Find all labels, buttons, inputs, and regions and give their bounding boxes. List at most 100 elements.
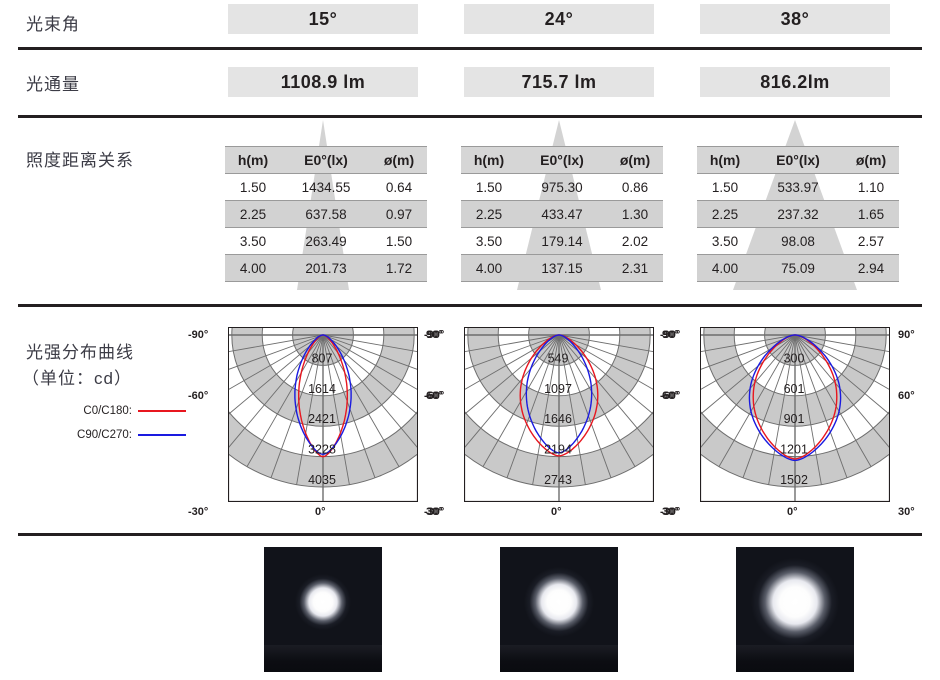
table-cell: 1.50 (225, 173, 281, 201)
table-row: 2.25 237.32 1.65 (697, 200, 899, 228)
column-header: E0°(lx) (281, 146, 371, 174)
divider-beam-angle (18, 47, 922, 50)
table-cell: 3.50 (225, 227, 281, 255)
beam-angle-value-2: 24° (464, 4, 654, 34)
table-row: 1.50 1434.55 0.64 (225, 173, 427, 201)
polar-diagram-2: 549 1097 1646 2194 2743 -90° 90° -60° 60° -30° 30°… (424, 327, 679, 518)
legend-label-c0: C0/C180: (83, 405, 132, 417)
beam-angle-value-1: 15° (228, 4, 418, 34)
table-cell: 2.94 (843, 254, 899, 282)
table-cell: 4.00 (461, 254, 517, 282)
table-header-row: h(m) E0°(lx) ø(m) (697, 146, 899, 174)
polar-axis-label-right-90: 90° (898, 329, 915, 341)
svg-text:807: 807 (312, 351, 333, 365)
beam-angle-value-3: 38° (700, 4, 890, 34)
table-cell: 1.65 (843, 200, 899, 228)
column-header: E0°(lx) (517, 146, 607, 174)
table-cell: 263.49 (281, 227, 371, 255)
table-cell: 975.30 (517, 173, 607, 201)
polar-axis-label-center-0: 0° (551, 506, 562, 518)
svg-text:4035: 4035 (308, 473, 336, 487)
polar-diagram-3: 300 601 901 1201 1502 -90° 90° -60° 60° -30° 30° 0° (660, 327, 915, 518)
table-row: 1.50 533.97 1.10 (697, 173, 899, 201)
label-beam-angle: 光束角 (26, 15, 80, 34)
svg-text:2421: 2421 (308, 412, 336, 426)
light-spot (524, 567, 594, 637)
table-cell: 2.25 (225, 200, 281, 228)
table-cell: 1.50 (371, 227, 427, 255)
luminous-flux-value-2: 715.7 lm (464, 67, 654, 97)
illuminance-table-1: h(m) E0°(lx) ø(m) 1.50 1434.55 0.64 2.25 637.58… (225, 146, 427, 282)
column-header: ø(m) (843, 146, 899, 174)
light-spot (751, 558, 839, 646)
polar-axis-label-right-90: 90° (662, 329, 679, 341)
svg-text:2743: 2743 (544, 473, 572, 487)
column-header: h(m) (225, 146, 281, 174)
polar-axis-label-left-90: -90° (188, 329, 209, 341)
svg-text:1502: 1502 (780, 473, 808, 487)
table-cell: 2.31 (607, 254, 663, 282)
table-cell: 533.97 (753, 173, 843, 201)
table-row: 3.50 263.49 1.50 (225, 227, 427, 255)
polar-axis-label-center-0: 0° (787, 506, 798, 518)
table-cell: 0.97 (371, 200, 427, 228)
table-cell: 4.00 (697, 254, 753, 282)
table-cell: 1434.55 (281, 173, 371, 201)
light-spot (295, 574, 351, 630)
polar-axis-label-left-90: -90° (424, 329, 445, 341)
table-cell: 0.64 (371, 173, 427, 201)
beam-photo-3 (736, 547, 854, 672)
photo-background (736, 547, 854, 672)
polar-diagram-1: 807 1614 2421 3228 4035 -90° 90° -60° 60° -30° 30°… (188, 327, 443, 518)
column-header: h(m) (697, 146, 753, 174)
svg-text:1646: 1646 (544, 412, 572, 426)
polar-axis-label-right-60: 60° (662, 389, 679, 402)
table-cell: 433.47 (517, 200, 607, 228)
table-cell: 2.25 (461, 200, 517, 228)
column-header: ø(m) (607, 146, 663, 174)
svg-text:549: 549 (548, 351, 569, 365)
divider-illuminance (18, 304, 922, 307)
svg-text:1201: 1201 (780, 443, 808, 457)
polar-axis-label-left-60: -60° (188, 389, 209, 402)
svg-text:601: 601 (784, 382, 805, 396)
beam-photo-2 (500, 547, 618, 672)
legend-row-c0: C0/C180: (46, 405, 186, 417)
label-illuminance-distance: 照度距离关系 (26, 151, 134, 170)
table-cell: 1.30 (607, 200, 663, 228)
polar-axis-label-right-30: 30° (898, 506, 915, 518)
label-luminous-flux: 光通量 (26, 75, 80, 94)
table-cell: 0.86 (607, 173, 663, 201)
photo-floor (736, 644, 854, 672)
legend-line-c90 (138, 434, 186, 436)
table-row: 4.00 75.09 2.94 (697, 254, 899, 282)
table-cell: 201.73 (281, 254, 371, 282)
legend-label-c90: C90/C270: (77, 429, 132, 441)
table-cell: 3.50 (461, 227, 517, 255)
table-cell: 137.15 (517, 254, 607, 282)
polar-axis-label-left-30: -30° (188, 506, 209, 518)
illuminance-table-2: h(m) E0°(lx) ø(m) 1.50 975.30 0.86 2.25 433.47 1… (461, 146, 663, 282)
label-intensity-curve-line1: 光强分布曲线 (26, 343, 134, 362)
illuminance-table-3: h(m) E0°(lx) ø(m) 1.50 533.97 1.10 2.25 237.32 1… (697, 146, 899, 282)
polar-axis-label-right-30: 30° (662, 506, 679, 518)
svg-text:1614: 1614 (308, 382, 336, 396)
beam-photo-1 (264, 547, 382, 672)
polar-axis-label-left-30: -30° (424, 506, 445, 518)
table-cell: 75.09 (753, 254, 843, 282)
svg-text:901: 901 (784, 412, 805, 426)
divider-flux (18, 115, 922, 118)
column-header: h(m) (461, 146, 517, 174)
svg-text:1097: 1097 (544, 382, 572, 396)
table-header-row: h(m) E0°(lx) ø(m) (461, 146, 663, 174)
table-cell: 2.25 (697, 200, 753, 228)
polar-axis-label-right-90: 90° (426, 329, 443, 341)
svg-text:3228: 3228 (308, 443, 336, 457)
table-cell: 1.50 (461, 173, 517, 201)
table-cell: 637.58 (281, 200, 371, 228)
polar-axis-label-left-60: -60° (660, 389, 681, 402)
column-header: ø(m) (371, 146, 427, 174)
table-cell: 1.50 (697, 173, 753, 201)
table-cell: 4.00 (225, 254, 281, 282)
